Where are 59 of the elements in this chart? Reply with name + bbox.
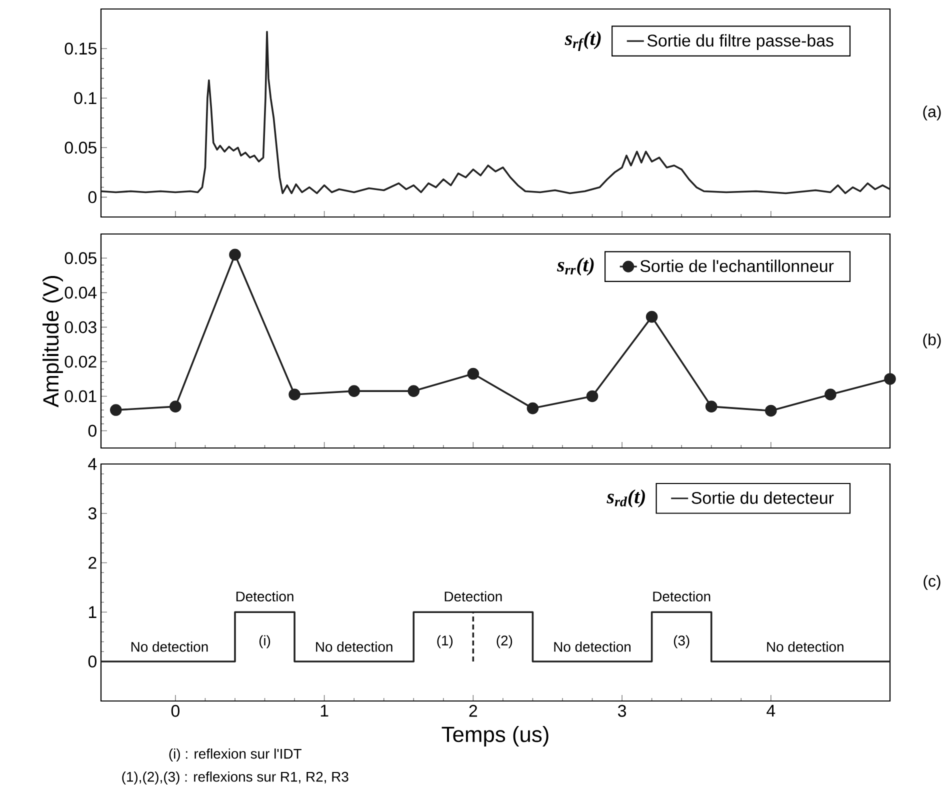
text: (1),(2),(3) : reflexions sur R1, R2, R3 xyxy=(122,771,348,784)
annotation: Detection xyxy=(236,591,294,602)
legend-label: Sortie du detecteur xyxy=(692,492,834,504)
y-tick-label: 2 xyxy=(88,556,96,569)
x-tick-label: 1 xyxy=(320,704,328,717)
x-axis-title: Temps (us) xyxy=(442,726,548,746)
y-axis-title: Amplitude (V) xyxy=(42,276,63,408)
line-series xyxy=(101,30,890,194)
point xyxy=(586,390,598,402)
annotation: (3) xyxy=(674,635,690,648)
y-tick-label: 0.1 xyxy=(74,92,96,104)
annotation: (1) xyxy=(437,635,453,648)
annotation: No detection xyxy=(131,642,208,652)
x-tick-label: 4 xyxy=(766,704,776,717)
annotation: Detection xyxy=(653,591,710,602)
point xyxy=(348,385,360,397)
annotation: No detection xyxy=(767,642,844,652)
y-tick-label: 0.04 xyxy=(64,286,97,299)
point xyxy=(526,402,539,414)
x-tick-label: 3 xyxy=(618,704,626,717)
point xyxy=(229,248,241,261)
point xyxy=(824,388,836,400)
y-tick-label: 0.05 xyxy=(64,142,96,154)
y-tick-label: 0 xyxy=(88,191,96,204)
annotation: (2) xyxy=(496,635,512,648)
y-tick-label: 0.02 xyxy=(64,356,96,368)
point xyxy=(646,310,658,323)
y-tick-label: 3 xyxy=(88,507,96,520)
y-tick-label: 1 xyxy=(89,606,96,618)
point xyxy=(288,388,300,400)
point xyxy=(110,404,122,416)
x-tick-label: 0 xyxy=(171,704,180,717)
y-tick-label: 4 xyxy=(88,458,97,470)
text: (b) xyxy=(923,334,941,348)
legend-label: Sortie du filtre passe-bas xyxy=(647,34,834,50)
x-tick-label: 2 xyxy=(469,704,478,717)
text: (c) xyxy=(924,575,940,590)
point xyxy=(170,400,182,412)
point xyxy=(467,368,480,380)
legend-title: s$_{rd}$(t) xyxy=(606,489,645,508)
y-tick-label: 0.01 xyxy=(64,390,96,402)
annotation: No detection xyxy=(316,642,392,652)
annotation: (i) xyxy=(259,635,270,648)
point xyxy=(884,373,896,385)
point xyxy=(765,404,777,417)
y-tick-label: 0 xyxy=(88,655,96,668)
y-tick-label: 0.03 xyxy=(64,321,96,334)
y-tick-label: 0 xyxy=(88,424,96,437)
point xyxy=(408,385,420,397)
y-tick-label: 0.05 xyxy=(64,252,96,264)
y-tick-label: 0.15 xyxy=(64,42,96,55)
point xyxy=(705,400,718,412)
annotation: Detection xyxy=(444,591,502,602)
legend-title: s$_{rr}$(t) xyxy=(556,258,594,276)
legend-title: s$_{rf}$(t) xyxy=(564,31,601,51)
text: (a) xyxy=(923,106,941,120)
text: (i) : reflexion sur l'IDT xyxy=(169,748,302,762)
annotation: No detection xyxy=(554,642,631,652)
legend-label: Sortie de l'echantillonneur xyxy=(640,260,834,272)
